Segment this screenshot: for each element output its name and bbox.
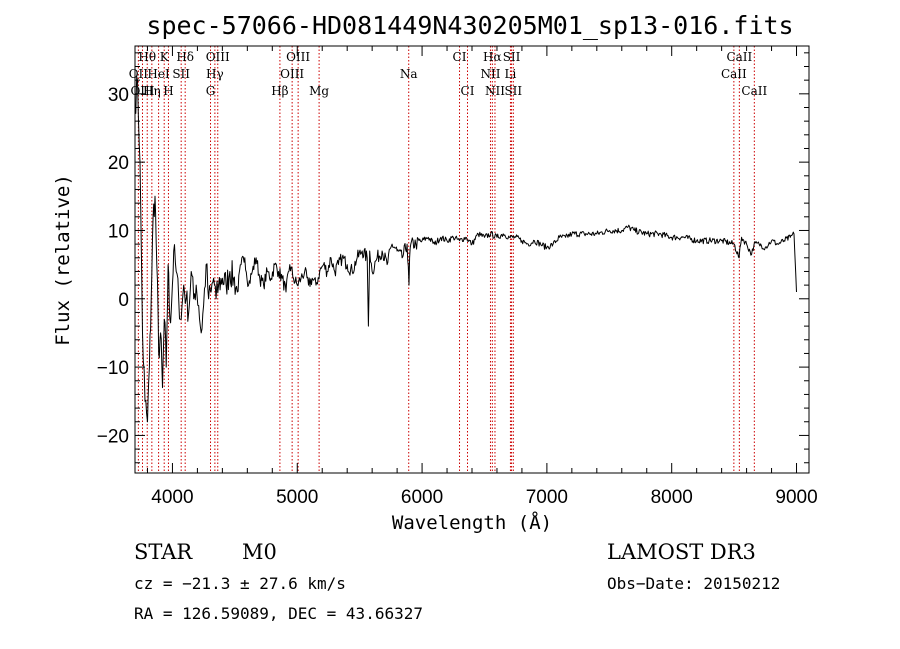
line-label-li: Li	[505, 67, 517, 81]
line-label-mg: Mg	[309, 84, 329, 98]
line-label-na: Na	[400, 67, 418, 81]
line-label-oiii: OIII	[286, 50, 310, 64]
line-label-sii: SII	[172, 67, 190, 81]
line-label-nii: NII	[480, 67, 500, 81]
line-label-sii: SII	[504, 84, 522, 98]
line-label-nii: NII	[485, 84, 505, 98]
spectrum-line	[134, 76, 797, 423]
axis-ticks: 4000 5000 6000 7000 8000 9000 −20 −10 0 10 20 30	[97, 46, 818, 508]
spectrum-chart: spec-57066-HD081449N430205M01_sp13-016.f…	[52, 11, 818, 534]
y-tick-label: 0	[118, 290, 129, 311]
line-label-ci: CI	[461, 84, 475, 98]
x-tick-label: 6000	[401, 487, 443, 508]
y-tick-label: −20	[97, 426, 129, 447]
plot-frame	[134, 45, 810, 474]
line-label-hη: Hη	[143, 84, 161, 98]
y-tick-label: −10	[97, 358, 129, 379]
line-label-hα: Hα	[483, 50, 502, 64]
chart-title: spec-57066-HD081449N430205M01_sp13-016.f…	[146, 11, 793, 40]
line-label-k: K	[160, 50, 170, 64]
x-tick-label: 5000	[276, 487, 318, 508]
line-label-oii: OII	[129, 67, 149, 81]
x-tick-label: 4000	[151, 487, 193, 508]
y-tick-label: 20	[108, 153, 129, 174]
line-label-caii: CaII	[741, 84, 767, 98]
x-tick-label: 9000	[775, 487, 817, 508]
line-label-hθ: Hθ	[138, 50, 156, 64]
survey-name: LAMOST DR3	[607, 540, 756, 564]
y-tick-label: 10	[108, 221, 129, 242]
line-label-sii: SII	[503, 50, 521, 64]
line-label-caii: CaII	[721, 67, 747, 81]
object-subclass: M0	[242, 540, 277, 564]
line-label-h: H	[163, 84, 173, 98]
line-label-hδ: Hδ	[176, 50, 194, 64]
line-label-hγ: Hγ	[206, 67, 224, 81]
line-label-ci: CI	[453, 50, 467, 64]
line-label-g: G	[206, 84, 216, 98]
x-axis-label: Wavelength (Å)	[392, 511, 552, 534]
line-label-hβ: Hβ	[271, 84, 288, 98]
line-label-hei: HeI	[147, 67, 170, 81]
object-class: STAR	[134, 540, 193, 564]
sky-coordinates: RA = 126.59089, DEC = 43.66327	[134, 604, 423, 623]
x-tick-label: 8000	[651, 487, 693, 508]
y-axis-label: Flux (relative)	[52, 174, 74, 346]
line-label-oiii: OIII	[206, 50, 230, 64]
redshift-velocity: cz = −21.3 ± 27.6 km/s	[134, 574, 346, 593]
emission-line-markers	[137, 46, 755, 473]
y-tick-label: 30	[108, 85, 129, 106]
line-label-oiii: OIII	[280, 67, 304, 81]
line-label-caii: CaII	[726, 50, 752, 64]
x-tick-label: 7000	[526, 487, 568, 508]
observation-date: Obs−Date: 20150212	[607, 574, 781, 593]
